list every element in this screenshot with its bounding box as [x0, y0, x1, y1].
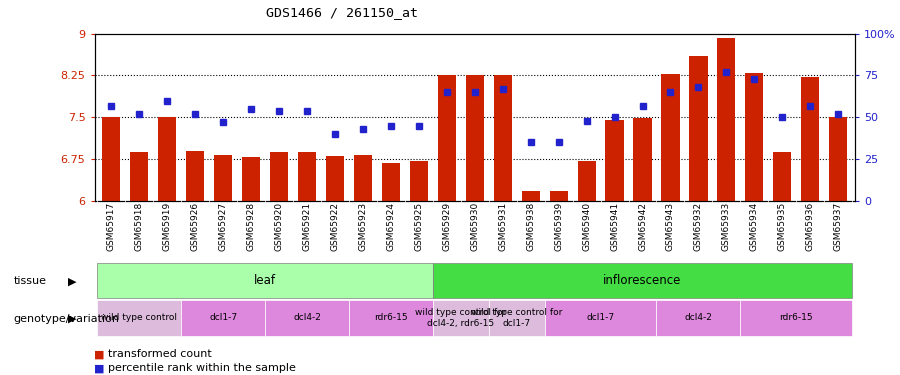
Bar — [550, 190, 568, 201]
Bar — [266, 300, 349, 336]
Text: GSM65938: GSM65938 — [526, 202, 536, 251]
Text: ■: ■ — [94, 350, 109, 359]
Text: genotype/variation: genotype/variation — [14, 314, 120, 324]
Bar — [410, 160, 427, 201]
Text: GSM65927: GSM65927 — [219, 202, 228, 251]
Text: GSM65919: GSM65919 — [163, 202, 172, 251]
Bar — [181, 300, 266, 336]
Bar — [270, 152, 288, 201]
Text: GSM65937: GSM65937 — [833, 202, 842, 251]
Bar — [433, 300, 489, 336]
Bar — [773, 152, 791, 201]
Text: GSM65918: GSM65918 — [135, 202, 144, 251]
Text: GSM65929: GSM65929 — [442, 202, 451, 251]
Text: GSM65925: GSM65925 — [414, 202, 423, 251]
Text: GSM65921: GSM65921 — [302, 202, 311, 251]
Bar — [656, 300, 741, 336]
Bar — [382, 164, 400, 201]
Bar — [326, 156, 344, 201]
Bar — [634, 118, 652, 201]
Text: wild type control for
dcl4-2, rdr6-15: wild type control for dcl4-2, rdr6-15 — [415, 308, 507, 327]
Text: dcl4-2: dcl4-2 — [685, 314, 713, 322]
Bar — [103, 117, 121, 201]
Text: GSM65928: GSM65928 — [247, 202, 256, 251]
Text: GSM65922: GSM65922 — [330, 202, 339, 251]
Text: transformed count: transformed count — [108, 350, 212, 359]
Text: GDS1466 / 261150_at: GDS1466 / 261150_at — [266, 6, 418, 19]
Bar — [741, 300, 852, 336]
Bar — [489, 300, 544, 336]
Bar — [465, 75, 484, 201]
Bar — [349, 300, 433, 336]
Text: GSM65931: GSM65931 — [499, 202, 508, 251]
Text: ▶: ▶ — [68, 276, 76, 286]
Text: GSM65942: GSM65942 — [638, 202, 647, 251]
Text: dcl4-2: dcl4-2 — [293, 314, 321, 322]
Text: GSM65923: GSM65923 — [358, 202, 367, 251]
Text: GSM65941: GSM65941 — [610, 202, 619, 251]
Text: GSM65940: GSM65940 — [582, 202, 591, 251]
Bar — [298, 152, 316, 201]
Text: inflorescence: inflorescence — [603, 274, 681, 287]
Bar — [717, 38, 735, 201]
Text: percentile rank within the sample: percentile rank within the sample — [108, 363, 296, 373]
Text: wild type control for
dcl1-7: wild type control for dcl1-7 — [471, 308, 562, 327]
Bar — [242, 157, 260, 201]
Text: GSM65924: GSM65924 — [386, 202, 395, 251]
Text: GSM65939: GSM65939 — [554, 202, 563, 251]
Text: GSM65936: GSM65936 — [806, 202, 814, 251]
Text: GSM65926: GSM65926 — [191, 202, 200, 251]
Text: rdr6-15: rdr6-15 — [779, 314, 813, 322]
Text: dcl1-7: dcl1-7 — [587, 314, 615, 322]
Bar — [493, 75, 512, 201]
Text: dcl1-7: dcl1-7 — [209, 314, 238, 322]
Bar — [745, 73, 763, 201]
Text: ■: ■ — [94, 363, 109, 373]
Text: GSM65934: GSM65934 — [750, 202, 759, 251]
Bar — [662, 74, 680, 201]
Text: ▶: ▶ — [68, 314, 76, 324]
Bar — [158, 117, 176, 201]
Text: GSM65917: GSM65917 — [107, 202, 116, 251]
Bar — [354, 155, 372, 201]
Text: wild type control: wild type control — [101, 314, 177, 322]
Bar — [578, 160, 596, 201]
Bar — [214, 155, 232, 201]
Text: GSM65932: GSM65932 — [694, 202, 703, 251]
Bar — [544, 300, 656, 336]
Bar — [522, 190, 540, 201]
Text: tissue: tissue — [14, 276, 47, 286]
Text: GSM65943: GSM65943 — [666, 202, 675, 251]
Bar — [130, 152, 148, 201]
Bar — [186, 150, 204, 201]
Bar — [97, 262, 433, 298]
Text: GSM65930: GSM65930 — [470, 202, 479, 251]
Bar — [801, 77, 819, 201]
Text: GSM65920: GSM65920 — [274, 202, 284, 251]
Bar — [97, 300, 181, 336]
Bar — [829, 117, 847, 201]
Text: rdr6-15: rdr6-15 — [374, 314, 408, 322]
Text: GSM65935: GSM65935 — [778, 202, 787, 251]
Text: GSM65933: GSM65933 — [722, 202, 731, 251]
Bar — [437, 75, 456, 201]
Bar — [606, 120, 624, 201]
Bar — [433, 262, 852, 298]
Text: leaf: leaf — [254, 274, 276, 287]
Bar — [689, 56, 707, 201]
